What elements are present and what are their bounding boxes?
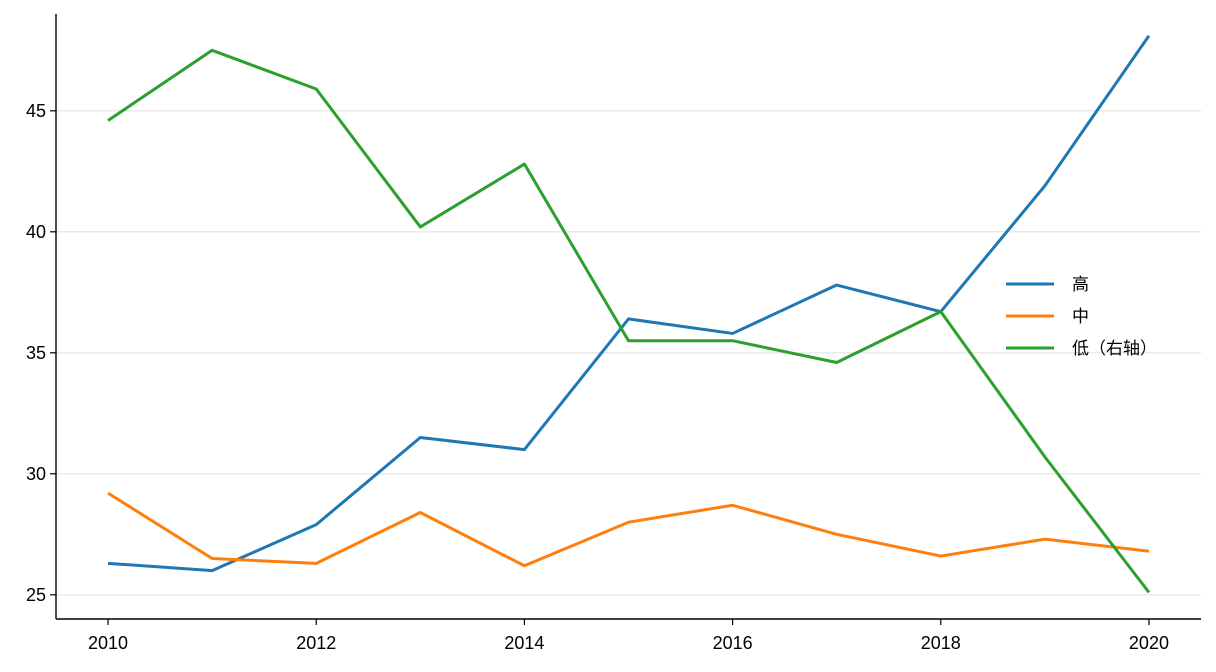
series-line-0 bbox=[107, 34, 1151, 573]
x-tick-label: 2012 bbox=[296, 633, 336, 653]
series-lines bbox=[107, 34, 1151, 594]
series-line-2 bbox=[107, 48, 1151, 594]
legend: 高中低（右轴） bbox=[1006, 275, 1157, 359]
x-tick-label: 2018 bbox=[921, 633, 961, 653]
x-tick-label: 2010 bbox=[88, 633, 128, 653]
axes: 25 30 35 40 45 2010 2012 2014 2016 2018 2020 bbox=[26, 14, 1201, 653]
x-tick-label: 2014 bbox=[504, 633, 544, 653]
y-tick-label: 35 bbox=[26, 343, 46, 363]
gridlines bbox=[56, 110, 1201, 596]
legend-label-2: 低（右轴） bbox=[1072, 339, 1157, 359]
y-tick-label: 30 bbox=[26, 464, 46, 484]
y-tick-label: 25 bbox=[26, 585, 46, 605]
series-line-1 bbox=[107, 491, 1150, 568]
y-tick-label: 45 bbox=[26, 101, 46, 121]
y-tick-label: 40 bbox=[26, 222, 46, 242]
x-tick-label: 2016 bbox=[713, 633, 753, 653]
legend-label-1: 中 bbox=[1072, 307, 1089, 327]
legend-label-0: 高 bbox=[1072, 275, 1089, 295]
x-tick-label: 2020 bbox=[1129, 633, 1169, 653]
